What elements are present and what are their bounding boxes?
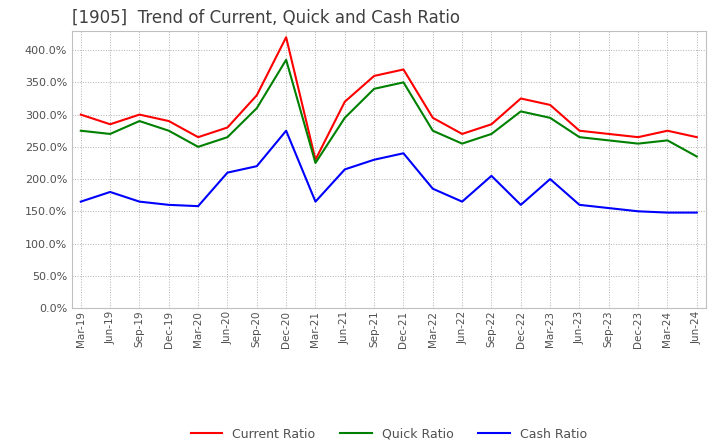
Cash Ratio	[106, 189, 114, 194]
Quick Ratio	[575, 135, 584, 140]
Quick Ratio	[634, 141, 642, 146]
Quick Ratio	[663, 138, 672, 143]
Cash Ratio	[253, 164, 261, 169]
Line: Quick Ratio: Quick Ratio	[81, 60, 697, 163]
Cash Ratio	[282, 128, 290, 133]
Quick Ratio	[164, 128, 173, 133]
Current Ratio	[194, 135, 202, 140]
Cash Ratio	[634, 209, 642, 214]
Cash Ratio	[164, 202, 173, 208]
Quick Ratio	[546, 115, 554, 121]
Current Ratio	[663, 128, 672, 133]
Legend: Current Ratio, Quick Ratio, Cash Ratio: Current Ratio, Quick Ratio, Cash Ratio	[186, 423, 592, 440]
Line: Cash Ratio: Cash Ratio	[81, 131, 697, 213]
Cash Ratio	[693, 210, 701, 215]
Quick Ratio	[693, 154, 701, 159]
Cash Ratio	[194, 204, 202, 209]
Current Ratio	[76, 112, 85, 117]
Quick Ratio	[341, 115, 349, 121]
Current Ratio	[106, 121, 114, 127]
Quick Ratio	[370, 86, 379, 92]
Cash Ratio	[516, 202, 525, 208]
Current Ratio	[399, 67, 408, 72]
Cash Ratio	[663, 210, 672, 215]
Current Ratio	[693, 135, 701, 140]
Current Ratio	[282, 35, 290, 40]
Current Ratio	[341, 99, 349, 104]
Cash Ratio	[399, 150, 408, 156]
Current Ratio	[135, 112, 144, 117]
Cash Ratio	[370, 157, 379, 162]
Quick Ratio	[282, 57, 290, 62]
Current Ratio	[370, 73, 379, 79]
Cash Ratio	[458, 199, 467, 204]
Current Ratio	[458, 131, 467, 136]
Quick Ratio	[106, 131, 114, 136]
Quick Ratio	[223, 135, 232, 140]
Cash Ratio	[487, 173, 496, 179]
Quick Ratio	[253, 106, 261, 111]
Cash Ratio	[575, 202, 584, 208]
Cash Ratio	[341, 167, 349, 172]
Current Ratio	[516, 96, 525, 101]
Quick Ratio	[458, 141, 467, 146]
Current Ratio	[575, 128, 584, 133]
Quick Ratio	[516, 109, 525, 114]
Current Ratio	[164, 118, 173, 124]
Current Ratio	[428, 115, 437, 121]
Quick Ratio	[76, 128, 85, 133]
Quick Ratio	[399, 80, 408, 85]
Text: [1905]  Trend of Current, Quick and Cash Ratio: [1905] Trend of Current, Quick and Cash …	[72, 8, 460, 26]
Cash Ratio	[223, 170, 232, 175]
Quick Ratio	[487, 131, 496, 136]
Current Ratio	[253, 93, 261, 98]
Quick Ratio	[605, 138, 613, 143]
Quick Ratio	[428, 128, 437, 133]
Current Ratio	[487, 121, 496, 127]
Cash Ratio	[311, 199, 320, 204]
Cash Ratio	[605, 205, 613, 211]
Line: Current Ratio: Current Ratio	[81, 37, 697, 160]
Current Ratio	[223, 125, 232, 130]
Cash Ratio	[76, 199, 85, 204]
Cash Ratio	[135, 199, 144, 204]
Quick Ratio	[194, 144, 202, 150]
Current Ratio	[634, 135, 642, 140]
Quick Ratio	[311, 160, 320, 165]
Cash Ratio	[428, 186, 437, 191]
Cash Ratio	[546, 176, 554, 182]
Quick Ratio	[135, 118, 144, 124]
Current Ratio	[311, 157, 320, 162]
Current Ratio	[546, 102, 554, 107]
Current Ratio	[605, 131, 613, 136]
